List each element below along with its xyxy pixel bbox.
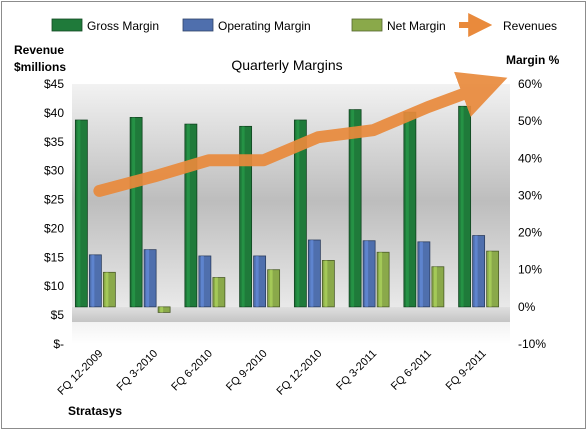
bar (458, 105, 472, 308)
legend-swatch (182, 18, 214, 32)
legend-label: Revenues (503, 19, 557, 33)
legend-swatch (51, 18, 83, 32)
left-axis-title-line1: Revenue (14, 43, 64, 57)
bar (307, 239, 321, 308)
bar-highlight (365, 240, 369, 307)
bar (253, 255, 267, 308)
bar (431, 266, 445, 308)
bar-highlight (460, 106, 464, 307)
bar (239, 125, 253, 308)
bar (88, 254, 102, 308)
right-tick-label: 40% (518, 151, 542, 165)
bar-highlight (310, 240, 314, 307)
bar-highlight (200, 255, 204, 307)
bar (267, 269, 281, 308)
bar (417, 241, 431, 308)
bar-highlight (91, 254, 95, 307)
bar-highlight (132, 117, 136, 307)
right-tick-label: 10% (518, 263, 542, 277)
bar (129, 117, 143, 308)
bar-highlight (488, 251, 492, 307)
legend-label: Gross Margin (87, 19, 159, 33)
bars-layer (74, 105, 500, 313)
bar-highlight (160, 306, 164, 313)
bar (212, 277, 226, 308)
right-tick-label: 0% (518, 300, 536, 314)
bar (472, 235, 486, 308)
legend-label: Net Margin (387, 19, 446, 33)
bar (486, 250, 500, 308)
bar-highlight (405, 112, 409, 307)
bar (376, 251, 390, 308)
left-tick-label: $10 (44, 279, 64, 293)
bar (74, 119, 88, 308)
right-tick-label: 60% (518, 77, 542, 91)
bar-highlight (105, 272, 109, 307)
right-axis-ticks: -10% 0% 10% 20% 30% 40% 50% 60% (518, 77, 546, 351)
bar-highlight (474, 235, 478, 307)
bar-highlight (351, 109, 355, 307)
footer-label: Stratasys (68, 404, 122, 418)
left-tick-label: $45 (44, 77, 64, 91)
bar-highlight (269, 269, 273, 307)
bar-highlight (324, 260, 328, 307)
bar-highlight (296, 120, 300, 307)
left-tick-label: $15 (44, 250, 64, 264)
left-axis-ticks: $- $5 $10 $15 $20 $25 $30 $35 $40 $45 (44, 77, 64, 351)
left-tick-label: $30 (44, 164, 64, 178)
bar-highlight (214, 277, 218, 307)
plot-floor (72, 307, 510, 322)
bar (362, 240, 376, 308)
bar (198, 255, 212, 308)
left-tick-label: $5 (51, 308, 65, 322)
bar (102, 271, 116, 308)
right-tick-label: -10% (518, 337, 546, 351)
right-axis-title: Margin % (506, 53, 560, 67)
left-tick-label: $- (53, 337, 64, 351)
right-tick-label: 50% (518, 114, 542, 128)
bar (184, 123, 198, 308)
left-tick-label: $35 (44, 135, 64, 149)
left-tick-label: $20 (44, 221, 64, 235)
bar (157, 306, 171, 313)
bar-highlight (419, 241, 423, 307)
revenue-line-layer (93, 71, 508, 197)
legend-label: Operating Margin (218, 19, 311, 33)
revenue-line (93, 71, 508, 197)
left-tick-label: $40 (44, 106, 64, 120)
legend-swatch (351, 18, 383, 32)
left-tick-label: $25 (44, 193, 64, 207)
bar-highlight (186, 124, 190, 307)
bar-highlight (255, 255, 259, 307)
right-tick-label: 30% (518, 188, 542, 202)
bar (143, 249, 157, 308)
bar-highlight (379, 252, 383, 307)
bar (321, 260, 335, 308)
bar-highlight (77, 120, 81, 307)
bar-highlight (433, 266, 437, 307)
bar-highlight (146, 249, 150, 307)
bar (348, 109, 362, 308)
left-axis-title-line2: $millions (14, 60, 66, 74)
bar (403, 111, 417, 308)
legend: Gross Margin Operating Margin Net Margin Re… (51, 13, 557, 37)
chart-title: Quarterly Margins (231, 57, 342, 73)
bar-highlight (241, 126, 245, 307)
right-tick-label: 20% (518, 226, 542, 240)
